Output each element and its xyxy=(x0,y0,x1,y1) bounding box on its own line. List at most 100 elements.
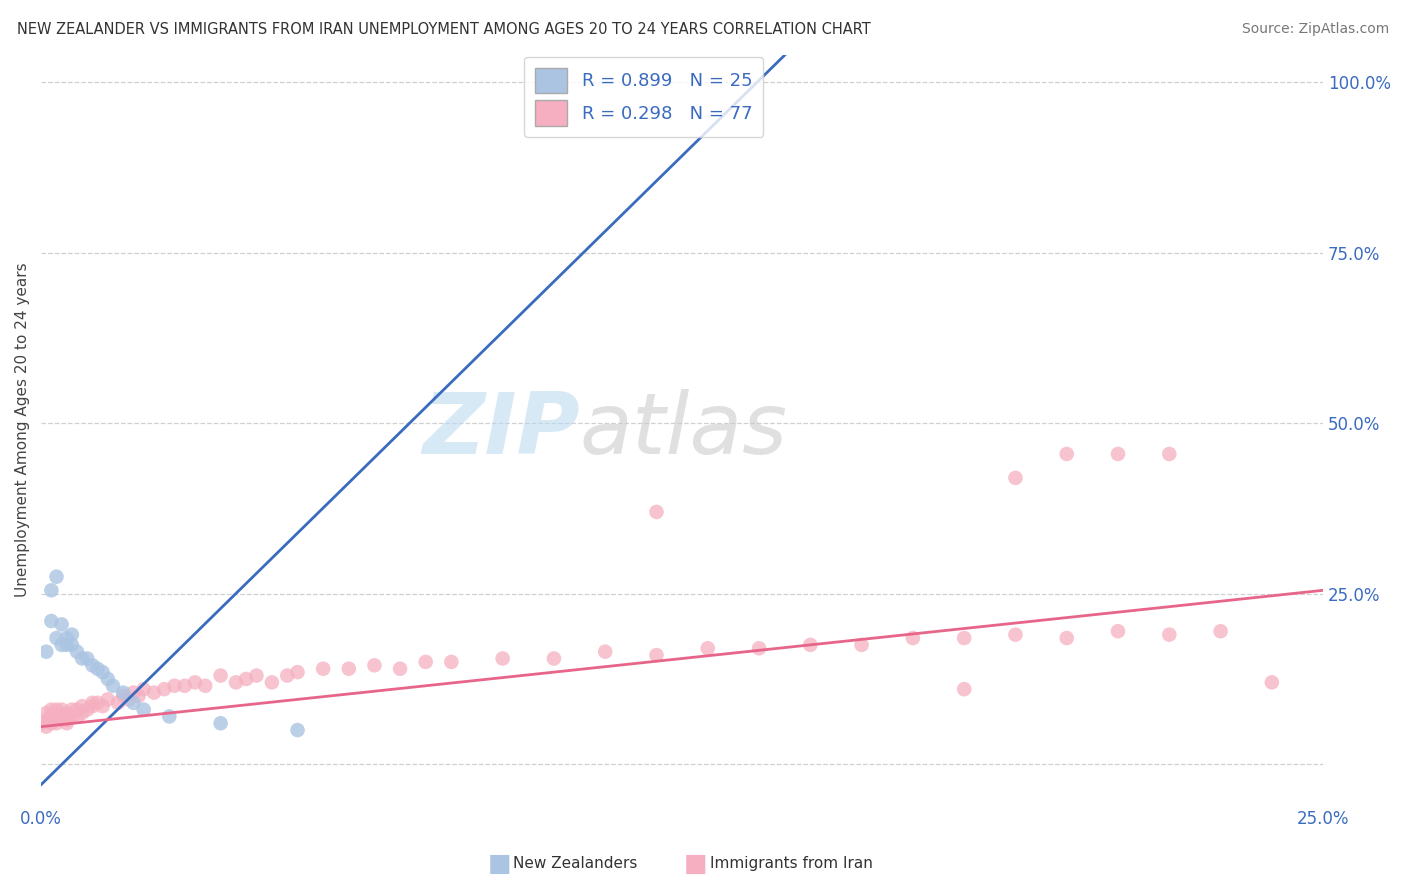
Point xyxy=(60,709,83,723)
Point xyxy=(209,668,232,682)
Point xyxy=(132,682,155,697)
Point xyxy=(91,665,114,680)
Point xyxy=(122,696,145,710)
Point xyxy=(66,645,89,659)
Point xyxy=(194,679,217,693)
Legend: R = 0.899   N = 25, R = 0.298   N = 77: R = 0.899 N = 25, R = 0.298 N = 77 xyxy=(524,57,763,136)
Y-axis label: Unemployment Among Ages 20 to 24 years: Unemployment Among Ages 20 to 24 years xyxy=(15,263,30,598)
Point xyxy=(86,662,108,676)
Point xyxy=(1056,631,1078,645)
Point xyxy=(112,685,135,699)
Point xyxy=(1261,675,1284,690)
Point xyxy=(35,713,58,727)
Point xyxy=(45,713,67,727)
Text: NEW ZEALANDER VS IMMIGRANTS FROM IRAN UNEMPLOYMENT AMONG AGES 20 TO 24 YEARS COR: NEW ZEALANDER VS IMMIGRANTS FROM IRAN UN… xyxy=(17,22,870,37)
Point xyxy=(163,679,186,693)
Point xyxy=(66,703,89,717)
Point xyxy=(245,668,267,682)
Point xyxy=(60,627,83,641)
Point xyxy=(748,641,770,656)
Point xyxy=(1107,624,1129,639)
Point xyxy=(389,662,412,676)
Point xyxy=(1004,627,1026,641)
Point xyxy=(41,614,63,628)
Point xyxy=(132,703,155,717)
Point xyxy=(82,699,104,714)
Point xyxy=(1159,447,1181,461)
Point xyxy=(593,645,616,659)
Point xyxy=(51,713,73,727)
Point xyxy=(86,696,108,710)
Point xyxy=(128,689,150,703)
Text: ■: ■ xyxy=(488,852,510,875)
Point xyxy=(173,679,195,693)
Point xyxy=(70,651,93,665)
Point xyxy=(35,706,58,720)
Point xyxy=(76,651,98,665)
Point xyxy=(337,662,360,676)
Point xyxy=(35,645,58,659)
Point xyxy=(209,716,232,731)
Point xyxy=(45,631,67,645)
Point xyxy=(51,709,73,723)
Point xyxy=(70,699,93,714)
Point xyxy=(41,583,63,598)
Point xyxy=(51,638,73,652)
Point xyxy=(225,675,247,690)
Point xyxy=(1209,624,1232,639)
Text: ZIP: ZIP xyxy=(422,389,579,472)
Point xyxy=(1107,447,1129,461)
Point xyxy=(97,672,120,686)
Point xyxy=(45,716,67,731)
Point xyxy=(440,655,463,669)
Point xyxy=(55,713,77,727)
Point xyxy=(55,716,77,731)
Point xyxy=(491,651,513,665)
Point xyxy=(76,703,98,717)
Text: Source: ZipAtlas.com: Source: ZipAtlas.com xyxy=(1241,22,1389,37)
Point xyxy=(82,658,104,673)
Point xyxy=(645,505,668,519)
Point xyxy=(312,662,335,676)
Point xyxy=(101,679,124,693)
Point xyxy=(142,685,165,699)
Point xyxy=(117,692,139,706)
Point xyxy=(45,709,67,723)
Point xyxy=(55,631,77,645)
Point xyxy=(184,675,207,690)
Point xyxy=(55,638,77,652)
Text: atlas: atlas xyxy=(579,389,787,472)
Point xyxy=(55,706,77,720)
Text: Immigrants from Iran: Immigrants from Iran xyxy=(710,856,873,871)
Point xyxy=(235,672,257,686)
Point xyxy=(901,631,924,645)
Point xyxy=(41,716,63,731)
Point xyxy=(107,696,129,710)
Point xyxy=(45,570,67,584)
Text: New Zealanders: New Zealanders xyxy=(513,856,637,871)
Point xyxy=(60,638,83,652)
Point xyxy=(276,668,298,682)
Point xyxy=(363,658,385,673)
Point xyxy=(157,709,180,723)
Point xyxy=(696,641,718,656)
Point xyxy=(122,685,145,699)
Point xyxy=(1004,471,1026,485)
Point xyxy=(35,720,58,734)
Point xyxy=(153,682,176,697)
Point xyxy=(112,689,135,703)
Point xyxy=(45,703,67,717)
Point xyxy=(1056,447,1078,461)
Point xyxy=(41,703,63,717)
Point xyxy=(91,699,114,714)
Point xyxy=(953,682,976,697)
Point xyxy=(41,709,63,723)
Point xyxy=(260,675,283,690)
Point xyxy=(1159,627,1181,641)
Point xyxy=(97,692,120,706)
Point xyxy=(70,706,93,720)
Point xyxy=(953,631,976,645)
Point xyxy=(851,638,873,652)
Point xyxy=(287,723,309,737)
Point xyxy=(30,716,52,731)
